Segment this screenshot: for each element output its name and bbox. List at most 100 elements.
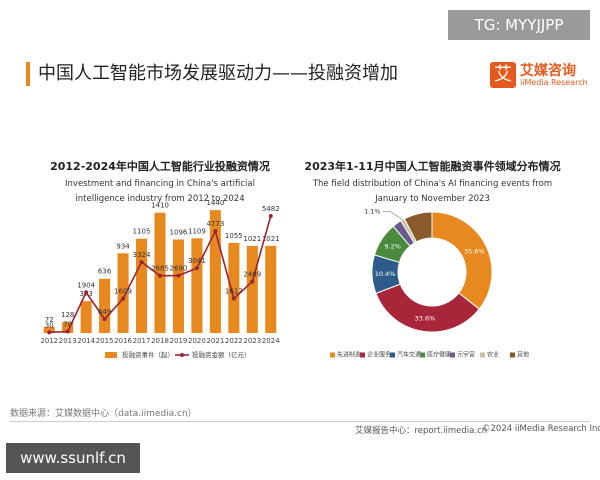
legend-label: 医疗健康	[427, 351, 451, 359]
data-label: 1109	[188, 227, 206, 235]
bar	[172, 239, 184, 333]
legend-swatch	[480, 352, 485, 358]
data-label: 128	[61, 311, 74, 319]
x-tick-label: 2019	[170, 337, 188, 345]
line-point	[65, 329, 70, 334]
legend-swatch	[450, 352, 455, 358]
data-label: 30	[45, 321, 54, 329]
data-label: 1617	[225, 288, 243, 296]
legend-label: 农业	[487, 351, 499, 359]
bar	[62, 322, 74, 333]
bar	[228, 242, 240, 333]
x-tick-label: 2020	[188, 337, 206, 345]
leader-line	[382, 211, 403, 220]
data-label: 2690	[170, 265, 188, 273]
legend-label: 投融资事件（起）	[122, 350, 174, 359]
x-tick-label: 2018	[151, 337, 169, 345]
legend-label: 汽车交通	[397, 351, 421, 359]
data-label: 1096	[170, 228, 188, 236]
line-point	[47, 330, 52, 335]
chart-title: 2023年1-11月中国人工智能融资事件领域分布情况	[304, 160, 561, 173]
bar	[99, 278, 111, 333]
line-point	[268, 214, 273, 219]
legend-swatch	[330, 352, 335, 358]
data-label: 1021	[262, 235, 280, 243]
bar	[43, 326, 55, 333]
line-point	[194, 266, 199, 271]
legend-label: 其他	[517, 351, 529, 359]
data-label: 1440	[206, 199, 224, 207]
line-point	[84, 290, 89, 295]
line-point	[102, 317, 107, 322]
legend-swatch	[360, 352, 365, 358]
chart-title: 2012-2024年中国人工智能行业投融资情况	[50, 160, 270, 173]
donut-slice	[403, 211, 433, 243]
footer-rule	[10, 421, 590, 422]
bar	[265, 245, 277, 333]
page-title: 中国人工智能市场发展驱动力——投融资增加	[38, 63, 398, 84]
x-tick-label: 2021	[206, 337, 224, 345]
data-label: 4773	[206, 220, 224, 228]
donut-slice	[431, 211, 493, 310]
data-label: 1105	[133, 228, 151, 236]
logo-mark: 艾	[490, 62, 516, 88]
legend-label: 企业服务	[367, 351, 391, 359]
data-label: 1904	[77, 281, 95, 289]
watermark: TG: MYYJJPP	[448, 10, 590, 40]
legend-swatch	[180, 353, 184, 357]
data-label: 10.4%	[375, 270, 396, 278]
x-tick-label: 2022	[225, 337, 243, 345]
x-tick-label: 2013	[59, 337, 77, 345]
chart-subtitle: The field distribution of China's AI fin…	[312, 179, 553, 204]
data-label: 649	[98, 308, 111, 316]
data-label: 33.6%	[415, 314, 436, 322]
title-accent	[26, 62, 30, 86]
line-point	[231, 296, 236, 301]
data-label: 1.1%	[364, 208, 381, 216]
legend-swatch	[510, 352, 515, 358]
x-tick-label: 2012	[40, 337, 58, 345]
legend-swatch	[420, 352, 425, 358]
legend-swatch	[390, 352, 395, 358]
legend-label: 先进制造	[337, 351, 361, 359]
logo-cn: 艾媒咨询	[520, 63, 576, 79]
data-label: 5482	[262, 205, 280, 213]
bar	[191, 238, 203, 333]
bar	[209, 210, 221, 333]
footer-copyright: ©2024 iiMedia Research Inc	[482, 424, 600, 434]
data-label: 2685	[151, 265, 169, 273]
data-label: 1055	[225, 232, 243, 240]
line-point	[250, 279, 255, 284]
bar	[136, 238, 148, 333]
footer-report: 艾媒报告中心：report.iimedia.cn	[355, 426, 488, 436]
data-label: 1609	[114, 288, 132, 296]
source: 数据来源：艾媒数据中心（data.iimedia.cn）	[10, 409, 197, 419]
data-label: 70	[63, 321, 72, 329]
x-tick-label: 2017	[133, 337, 151, 345]
data-label: 2409	[243, 271, 261, 279]
donut-slice	[375, 283, 480, 333]
line-point	[176, 273, 181, 278]
data-label: 3324	[133, 251, 151, 259]
chart-subtitle: Investment and financing in China's arti…	[65, 179, 255, 204]
x-tick-label: 2014	[77, 337, 95, 345]
data-label: 72	[45, 316, 54, 324]
data-label: 636	[98, 268, 112, 276]
legend-label: 投融资金额（亿元）	[192, 350, 251, 359]
x-tick-label: 2023	[243, 337, 261, 345]
line-point	[213, 229, 218, 234]
line-point	[158, 273, 162, 278]
watermark: www.ssunlf.cn	[6, 443, 140, 473]
bar	[246, 245, 258, 333]
logo-en: iiMedia Research	[520, 78, 588, 87]
bar	[117, 253, 129, 333]
legend-label: 元宇宙	[457, 351, 475, 359]
line-point	[121, 296, 126, 301]
bar	[154, 212, 166, 333]
data-label: 934	[116, 242, 130, 250]
legend-swatch	[105, 352, 117, 358]
data-label: 3041	[188, 257, 206, 265]
line-point	[139, 260, 144, 265]
x-tick-label: 2024	[262, 337, 280, 345]
